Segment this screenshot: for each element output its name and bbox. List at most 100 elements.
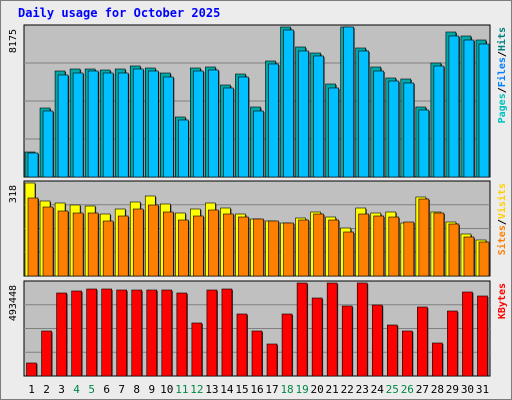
bar-files-2: [42, 110, 54, 178]
legend-item-visits-sites-1: /: [497, 219, 508, 225]
bar-files-17: [268, 63, 279, 178]
bar-files-25: [388, 80, 400, 178]
bar-sites-12: [193, 215, 204, 277]
x-tick-label-27: 27: [416, 383, 429, 396]
x-tick-label-1: 1: [28, 383, 35, 396]
x-tick-label-7: 7: [118, 383, 125, 396]
max-label-kbytes: 493448: [8, 285, 19, 321]
bar-kbytes-24: [371, 304, 383, 377]
bar-sites-30: [463, 236, 475, 277]
x-tick-label-22: 22: [341, 383, 354, 396]
bar-kbytes-11: [176, 292, 188, 377]
legend-item-hits-files-2: Files: [496, 57, 508, 87]
x-tick-label-24: 24: [371, 383, 385, 396]
bar-files-6: [102, 72, 114, 178]
bar-kbytes-3: [56, 292, 67, 377]
bar-sites-31: [478, 241, 490, 277]
bar-sites-13: [208, 209, 219, 277]
bar-sites-4: [72, 212, 84, 277]
bar-sites-18: [283, 222, 294, 277]
bar-files-26: [403, 82, 415, 178]
x-tick-label-8: 8: [133, 383, 140, 396]
bar-files-1: [27, 152, 39, 178]
bar-sites-14: [223, 213, 234, 277]
bar-kbytes-25: [386, 324, 398, 377]
bar-sites-26: [403, 221, 415, 277]
bar-kbytes-5: [86, 288, 97, 377]
legend-item-hits-files-1: /: [497, 87, 508, 93]
bar-sites-23: [358, 213, 370, 277]
bar-files-10: [163, 76, 174, 178]
bar-sites-10: [163, 211, 174, 277]
bar-files-9: [147, 70, 159, 178]
bar-files-8: [132, 68, 144, 178]
x-tick-label-26: 26: [401, 383, 414, 396]
legend-visits-sites: Sites/Visits: [496, 183, 508, 255]
bar-sites-6: [102, 220, 114, 277]
bar-kbytes-19: [296, 282, 308, 377]
x-tick-label-6: 6: [103, 383, 110, 396]
bar-kbytes-18: [281, 313, 293, 377]
bar-sites-7: [117, 215, 129, 277]
x-tick-label-10: 10: [160, 383, 173, 396]
bar-files-23: [358, 50, 370, 178]
bar-sites-9: [147, 204, 159, 277]
bar-files-7: [117, 72, 129, 178]
bar-files-24: [373, 70, 385, 178]
bar-kbytes-23: [356, 282, 368, 377]
bar-sites-24: [373, 215, 385, 277]
x-tick-label-16: 16: [250, 383, 263, 396]
x-tick-label-18: 18: [280, 383, 293, 396]
bar-kbytes-8: [131, 289, 143, 377]
x-tick-label-14: 14: [220, 383, 234, 396]
x-tick-label-3: 3: [58, 383, 65, 396]
x-tick-label-28: 28: [431, 383, 444, 396]
legend-item-kbytes-0: KBytes: [497, 283, 508, 319]
bar-kbytes-27: [417, 306, 428, 377]
max-label-hits-files: 8175: [8, 29, 19, 53]
bar-sites-1: [27, 197, 39, 277]
bar-kbytes-1: [26, 362, 37, 377]
bar-files-19: [298, 50, 309, 178]
x-tick-label-19: 19: [295, 383, 308, 396]
bar-kbytes-4: [71, 290, 82, 377]
x-tick-label-21: 21: [326, 383, 339, 396]
bar-sites-3: [57, 210, 69, 277]
bar-kbytes-15: [236, 313, 248, 377]
legend-item-visits-sites-0: Sites: [496, 225, 508, 255]
bar-sites-19: [298, 219, 309, 277]
bar-kbytes-29: [447, 310, 458, 377]
legend-kbytes: KBytes: [497, 283, 508, 319]
bar-sites-29: [448, 223, 460, 277]
x-tick-label-29: 29: [446, 383, 459, 396]
bar-files-5: [87, 70, 99, 178]
bar-sites-22: [343, 231, 354, 277]
bar-kbytes-2: [41, 330, 52, 377]
bar-files-21: [328, 87, 339, 178]
bar-sites-27: [418, 198, 430, 277]
bar-kbytes-31: [477, 295, 488, 377]
bar-sites-25: [388, 216, 400, 277]
bar-sites-11: [178, 219, 189, 277]
bar-files-30: [463, 39, 475, 178]
legend-hits-files: Pages/Files/Hits: [496, 27, 508, 123]
bar-files-27: [418, 109, 430, 178]
bar-sites-28: [433, 212, 445, 277]
bar-kbytes-21: [326, 282, 338, 377]
bar-kbytes-30: [462, 291, 473, 377]
bar-kbytes-6: [101, 288, 112, 377]
bar-kbytes-10: [161, 289, 173, 377]
bar-files-4: [72, 72, 84, 178]
bar-sites-15: [238, 216, 249, 277]
bar-files-29: [448, 35, 460, 178]
bar-kbytes-22: [341, 305, 353, 377]
bar-sites-20: [313, 213, 324, 277]
x-tick-label-9: 9: [148, 383, 155, 396]
bar-files-11: [178, 119, 189, 178]
x-tick-label-4: 4: [73, 383, 80, 396]
legend-item-hits-files-3: /: [497, 51, 508, 57]
bar-files-20: [313, 55, 324, 178]
x-tick-label-20: 20: [311, 383, 324, 396]
x-tick-label-12: 12: [190, 383, 203, 396]
bar-files-12: [193, 70, 204, 178]
